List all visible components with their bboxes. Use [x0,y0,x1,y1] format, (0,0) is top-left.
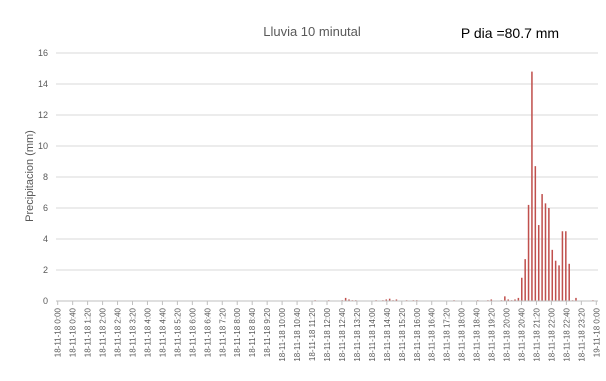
bar [521,277,523,301]
x-tick-label: 18-11-18 5:20 [173,307,182,357]
bar [531,71,533,301]
x-tick-label: 18-11-18 0:00 [54,307,63,357]
y-tick-label: 4 [43,234,48,244]
bar [385,299,388,301]
bar [344,297,347,301]
bar [561,231,564,301]
x-tick-label: 18-11-18 19:20 [488,307,497,361]
x-tick-label: 18-11-18 18:40 [473,307,482,361]
bar [527,204,530,301]
bar [541,194,543,301]
x-tick-label: 18-11-18 20:40 [518,307,527,361]
x-tick-label: 18-11-18 22:40 [562,307,571,361]
y-tick-label: 10 [38,141,48,151]
x-tick-label: 18-11-18 3:20 [129,307,138,357]
daily-precipitation-annotation: P dia =80.7 mm [461,25,559,41]
x-tick-label: 18-11-18 0:40 [69,307,78,357]
bar [348,299,350,301]
y-tick-label: 16 [38,48,48,58]
y-tick-label: 12 [38,110,48,120]
bar [568,263,570,301]
bar [490,299,493,301]
x-tick-label: 18-11-18 2:40 [114,307,123,357]
x-tick-label: 18-11-18 14:00 [368,307,377,361]
x-tick-label: 18-11-18 20:00 [503,307,512,361]
x-tick-label: 18-11-18 2:00 [99,307,108,357]
x-tick-label: 18-11-18 21:20 [532,307,541,361]
bar [544,203,547,301]
x-tick-label: 18-11-18 14:40 [383,307,392,361]
x-tick-label: 18-11-18 4:00 [143,307,152,357]
y-tick-label: 6 [43,203,48,213]
bar [388,298,391,301]
bar [554,260,557,301]
bar [548,208,550,301]
bar [507,299,509,301]
y-tick-label: 0 [43,296,48,306]
bar [395,299,398,301]
y-tick-label: 8 [43,172,48,182]
bar [551,249,554,301]
y-tick-label: 14 [38,79,48,89]
x-tick-label: 18-11-18 13:20 [353,307,362,361]
chart-title: Lluvia 10 minutal [263,24,361,39]
x-tick-label: 18-11-18 23:20 [577,307,586,361]
bar [534,166,537,301]
x-tick-label: 18-11-18 12:40 [338,307,347,361]
x-tick-label: 18-11-18 6:40 [203,307,212,357]
bar [565,231,567,301]
x-tick-label: 18-11-18 11:20 [308,307,317,361]
x-tick-label: 18-11-18 18:00 [458,307,467,361]
x-tick-label: 18-11-18 16:00 [413,307,422,361]
y-tick-label: 2 [43,265,48,275]
x-tick-label: 18-11-18 4:40 [158,307,167,357]
x-tick-label: 18-11-18 15:20 [398,307,407,361]
x-tick-label: 18-11-18 12:00 [323,307,332,361]
x-tick-label: 18-11-18 9:20 [263,307,272,357]
x-tick-label: 18-11-18 1:20 [84,307,93,357]
x-tick-label: 18-11-18 7:20 [218,307,227,357]
x-tick-label: 18-11-18 8:40 [248,307,257,357]
bar [514,299,516,301]
bar [575,297,577,301]
x-tick-label: 19-11-18 0:00 [592,307,601,357]
x-tick-label: 18-11-18 10:00 [278,307,287,361]
bar [524,259,526,301]
bar [504,296,506,301]
x-tick-label: 18-11-18 8:00 [233,307,242,357]
x-tick-label: 18-11-18 16:40 [428,307,437,361]
bar [558,265,560,301]
x-tick-label: 18-11-18 22:00 [547,307,556,361]
bar [517,297,520,301]
bar [537,225,540,301]
x-tick-label: 18-11-18 10:40 [293,307,302,361]
x-tick-label: 18-11-18 17:20 [443,307,452,361]
x-tick-label: 18-11-18 6:00 [188,307,197,357]
y-axis-label: Precipitacion (mm) [24,130,36,222]
